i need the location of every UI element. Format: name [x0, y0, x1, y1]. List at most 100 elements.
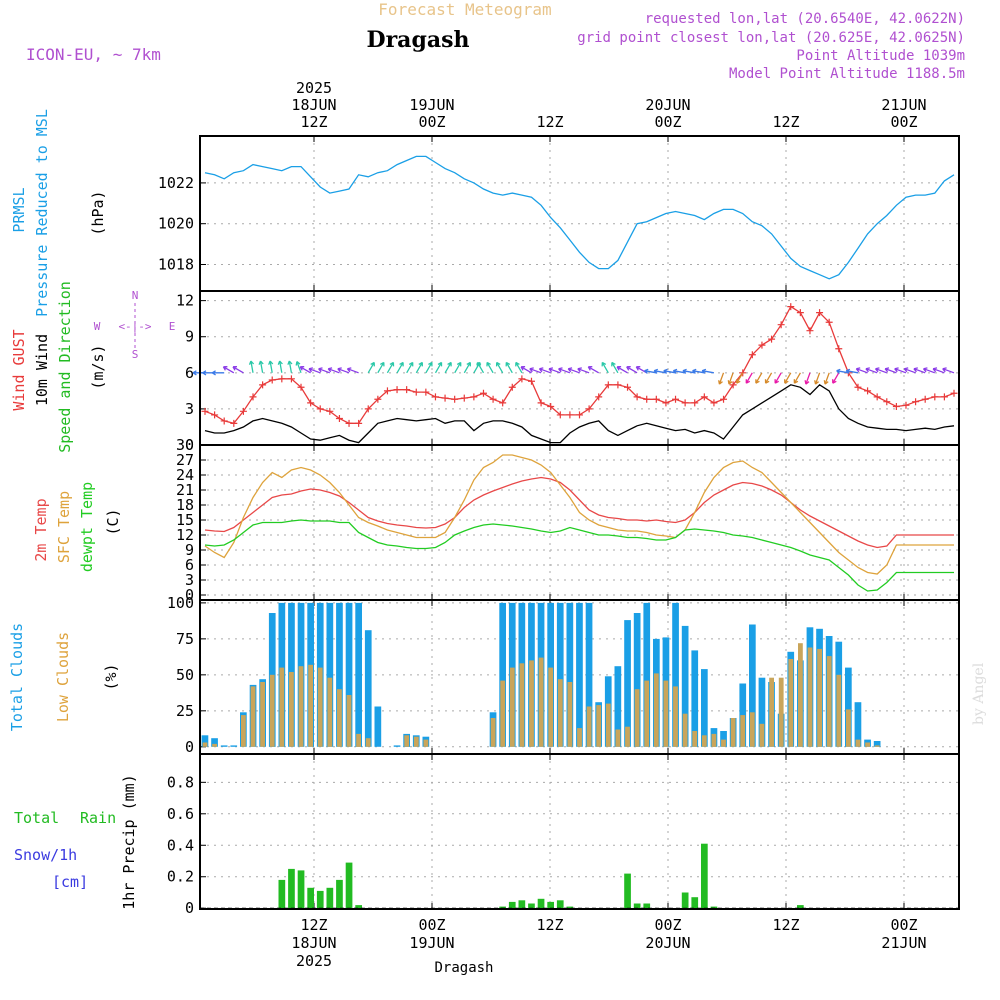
low-cloud-bar	[692, 731, 698, 747]
low-cloud-bar	[509, 667, 515, 747]
gust-marker	[211, 411, 219, 419]
gust-marker	[748, 351, 756, 359]
wind-arrow	[529, 367, 542, 374]
wind-arrow	[486, 361, 494, 374]
gust-marker	[604, 381, 612, 389]
rain-bar	[537, 898, 545, 909]
wind-arrow	[663, 368, 676, 374]
total-cloud-bar	[624, 620, 631, 747]
total-cloud-bar	[364, 630, 372, 747]
wind-arrow	[774, 372, 782, 384]
low-cloud-bar	[308, 664, 313, 747]
wind-arrow	[377, 361, 385, 374]
ytick-label-1: 1020	[158, 215, 194, 233]
ytick-label-1: 3	[185, 571, 194, 589]
rain-bar	[518, 900, 526, 909]
low-cloud-bar	[653, 673, 659, 747]
top-axis-label: 12Z	[772, 113, 799, 131]
gust-marker	[566, 411, 574, 419]
total-cloud-bar	[681, 625, 689, 747]
gust-marker	[201, 407, 209, 415]
top-axis-label: 20JUN	[645, 96, 690, 114]
total-cloud-bar	[566, 602, 574, 747]
low-cloud-bar	[759, 723, 765, 747]
wind-arrow	[337, 367, 350, 374]
rain-bar	[681, 892, 689, 909]
ytick-label-1: 0.2	[167, 868, 194, 886]
total-cloud-bar	[499, 602, 506, 747]
low-cloud-bar	[577, 728, 582, 747]
gust-marker	[700, 393, 708, 401]
label-sfc-temp: SFC Temp	[55, 491, 73, 563]
wind-arrow	[793, 372, 801, 384]
rain-bar	[797, 905, 804, 909]
wind-arrow	[495, 361, 504, 374]
label-low-clouds: Low Clouds	[54, 632, 72, 722]
wind-arrow	[367, 361, 375, 374]
gust-marker	[624, 383, 632, 391]
wind-arrow	[913, 367, 926, 374]
low-cloud-bar	[202, 742, 208, 747]
gust-marker	[326, 407, 334, 415]
wind-arrow	[701, 368, 715, 374]
wind-arrow	[903, 367, 916, 374]
total-cloud-bar	[854, 702, 862, 747]
ytick-label-8: 24	[176, 466, 194, 484]
rain-bar	[508, 901, 516, 909]
wind-arrow	[804, 372, 811, 385]
gust-marker	[403, 386, 411, 394]
gust-marker	[230, 419, 238, 427]
wind-arrow	[718, 372, 725, 385]
bottom-axis-label: 00Z	[654, 916, 681, 934]
gust-marker	[595, 393, 603, 401]
wind-arrow	[463, 361, 471, 374]
gust-marker	[662, 399, 670, 407]
series-2m-temp	[204, 476, 954, 549]
total-cloud-bar	[576, 602, 583, 747]
label-pressure-msl: Pressure Reduced to MSL	[33, 109, 51, 317]
ytick-label-2: 50	[176, 666, 194, 684]
low-cloud-bar	[711, 733, 717, 747]
rain-bar	[556, 900, 564, 909]
gust-marker	[681, 399, 689, 407]
low-cloud-bar	[548, 667, 554, 747]
wind-arrow	[823, 372, 830, 385]
wind-arrow	[567, 367, 580, 374]
bottom-axis-label: 00Z	[418, 916, 445, 934]
gust-marker	[345, 419, 353, 427]
wind-arrow	[548, 367, 561, 374]
wind-arrow	[308, 367, 321, 374]
ytick-label-0: 0	[185, 436, 194, 454]
low-cloud-bar	[289, 672, 294, 747]
gust-marker	[672, 395, 680, 403]
low-cloud-bar	[567, 682, 573, 747]
wind-arrow	[577, 367, 590, 374]
gust-marker	[652, 395, 660, 403]
gust-marker	[729, 381, 737, 389]
total-cloud-bar	[345, 602, 353, 747]
wind-arrow	[327, 367, 340, 374]
low-cloud-bar	[260, 682, 265, 747]
bottom-axis-label: 21JUN	[881, 934, 926, 952]
ytick-label-4: 12	[176, 526, 194, 544]
total-cloud-bar	[201, 735, 209, 747]
rain-bar	[691, 897, 699, 909]
label-c: (C)	[104, 508, 122, 535]
gust-marker	[431, 393, 439, 401]
gust-marker	[278, 375, 286, 383]
wind-arrow	[295, 361, 302, 374]
top-axis-label: 00Z	[418, 113, 445, 131]
wind-arrow	[222, 366, 235, 374]
ytick-label-1: 25	[176, 702, 194, 720]
low-cloud-bar	[836, 674, 842, 747]
low-cloud-bar	[365, 738, 371, 747]
low-cloud-bar	[596, 705, 602, 747]
wind-arrow	[764, 372, 773, 384]
gust-marker	[470, 393, 478, 401]
gust-marker	[873, 393, 881, 401]
label-total-clouds: Total Clouds	[8, 623, 26, 731]
compass-arrows: <-|->	[118, 320, 151, 333]
gust-marker	[259, 381, 267, 389]
bottom-axis-label: 12Z	[772, 916, 799, 934]
ytick-label-10: 30	[176, 436, 194, 454]
